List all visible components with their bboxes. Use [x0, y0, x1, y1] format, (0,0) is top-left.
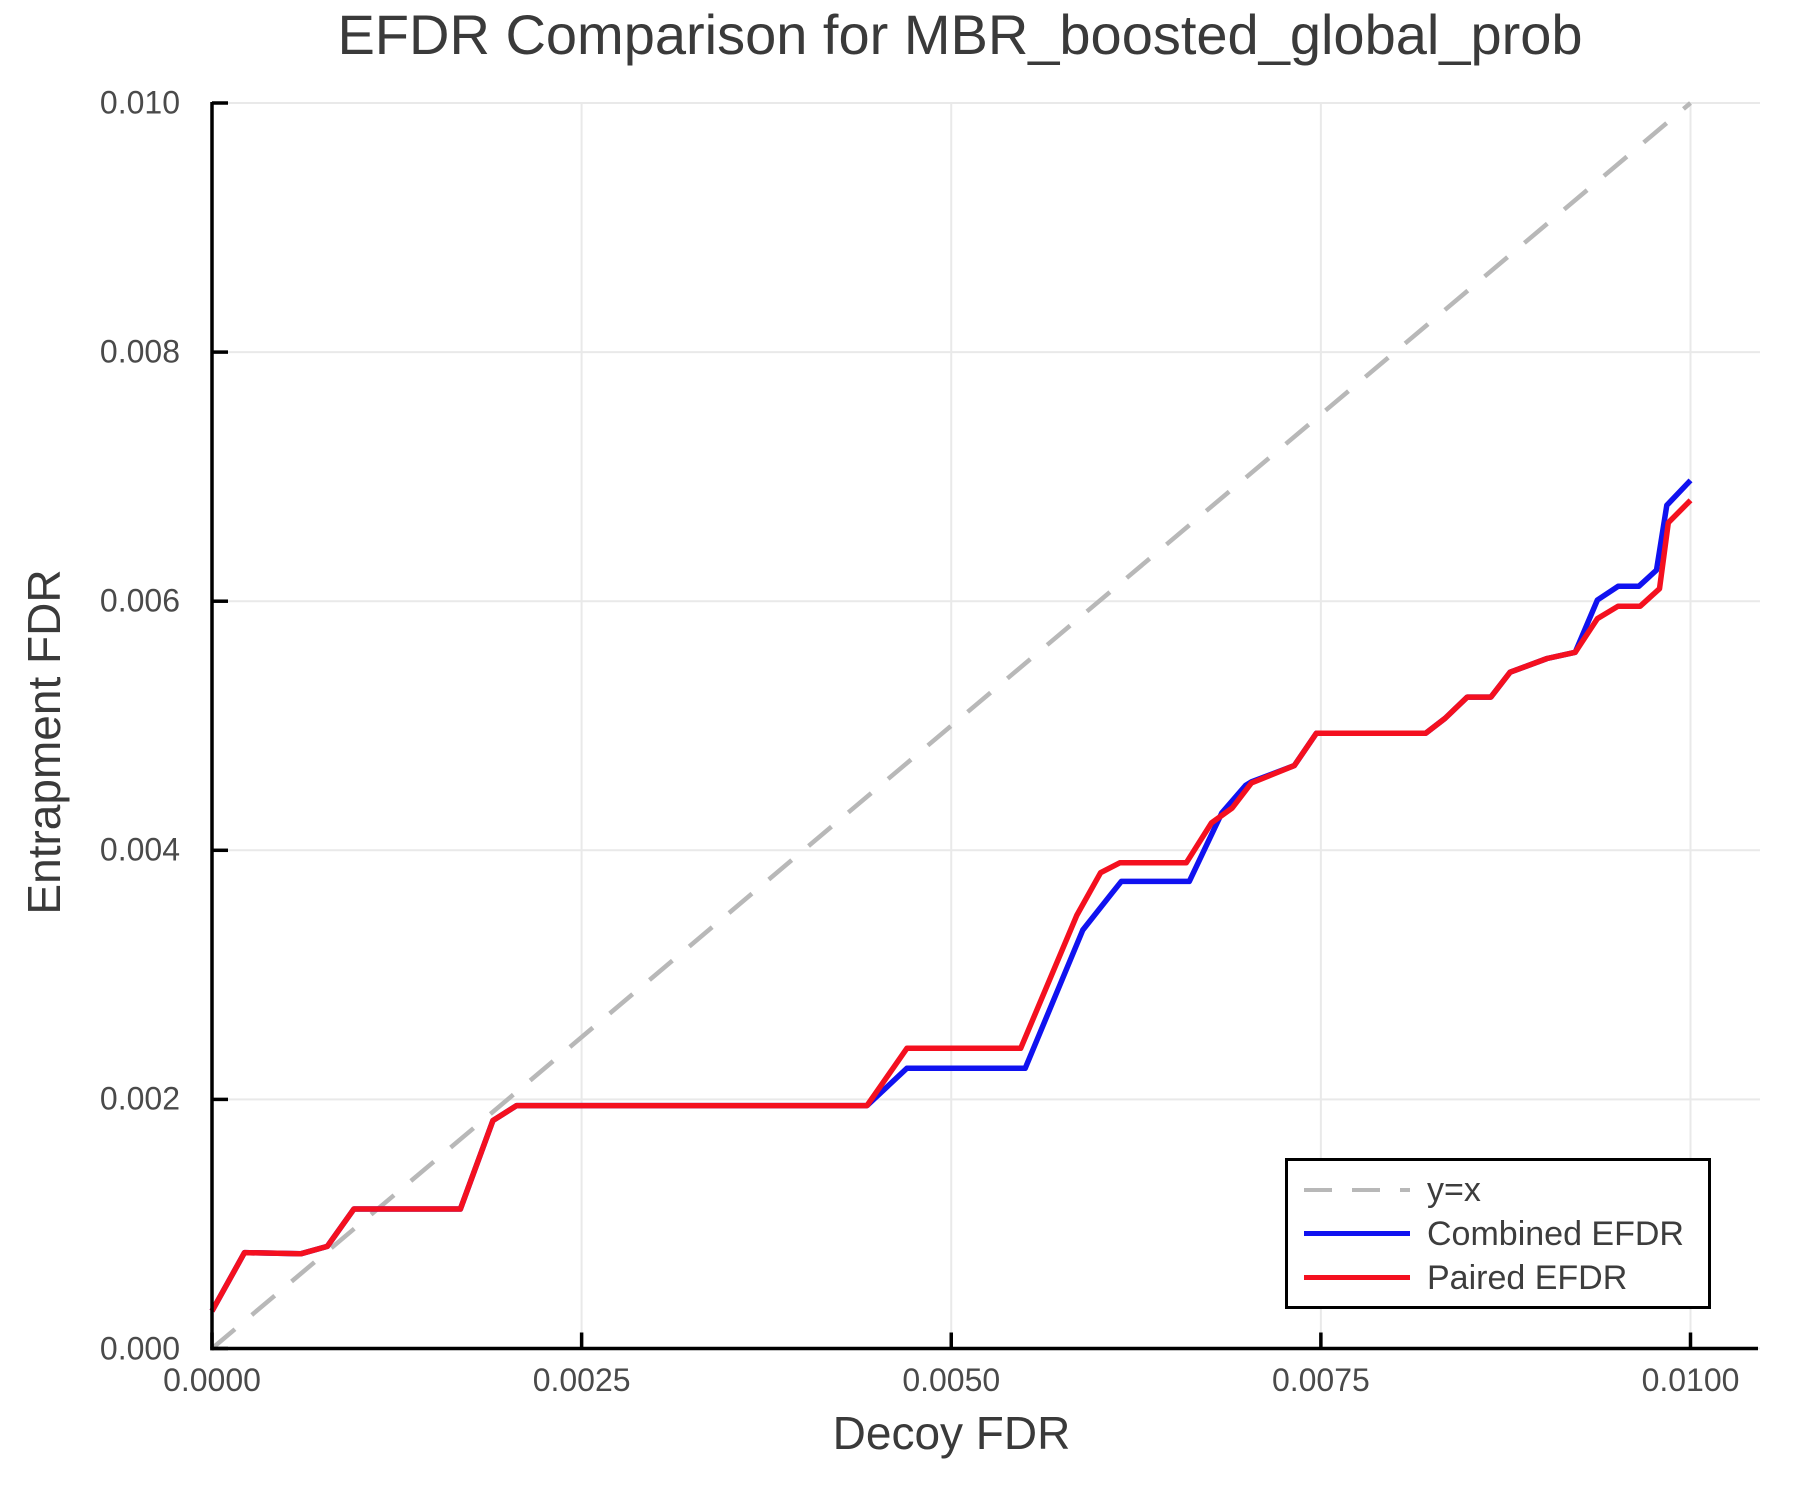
x-tick-label: 0.0000	[163, 1362, 261, 1398]
legend-row-combined: Combined EFDR	[1304, 1212, 1708, 1256]
y-tick-label: 0.010	[99, 84, 180, 121]
legend-line-combined-icon	[1304, 1231, 1410, 1236]
y-tick-label: 0.000	[99, 1330, 180, 1366]
legend: y=x Combined EFDR Paired EFDR	[1285, 1158, 1711, 1309]
legend-label-combined: Combined EFDR	[1427, 1214, 1684, 1253]
y-tick-label: 0.006	[99, 582, 180, 619]
y-axis-label: Entrapment FDR	[18, 569, 70, 915]
series-line-y-x	[210, 101, 1692, 1351]
data-series	[209, 101, 1693, 1351]
y-tick-label: 0.004	[99, 831, 180, 868]
x-axis-label: Decoy FDR	[832, 1407, 1071, 1459]
legend-row-yx: y=x	[1304, 1168, 1708, 1212]
axes-spines-ticks	[210, 101, 1758, 1351]
legend-line-paired-icon	[1304, 1275, 1410, 1280]
y-tick-label: 0.008	[99, 333, 180, 370]
chart-title: EFDR Comparison for MBR_boosted_global_p…	[337, 3, 1583, 66]
legend-label-paired: Paired EFDR	[1427, 1258, 1628, 1297]
legend-line-dashed-icon	[1304, 1187, 1410, 1192]
x-tick-label: 0.0050	[902, 1362, 1001, 1398]
series-line-paired-efdr	[209, 498, 1693, 1313]
legend-row-paired: Paired EFDR	[1304, 1256, 1708, 1300]
y-tick-label: 0.002	[99, 1080, 180, 1117]
x-tick-label: 0.0100	[1641, 1362, 1740, 1398]
x-tick-label: 0.0025	[532, 1362, 631, 1398]
legend-label-yx: y=x	[1427, 1170, 1481, 1209]
x-tick-label: 0.0075	[1271, 1362, 1370, 1398]
